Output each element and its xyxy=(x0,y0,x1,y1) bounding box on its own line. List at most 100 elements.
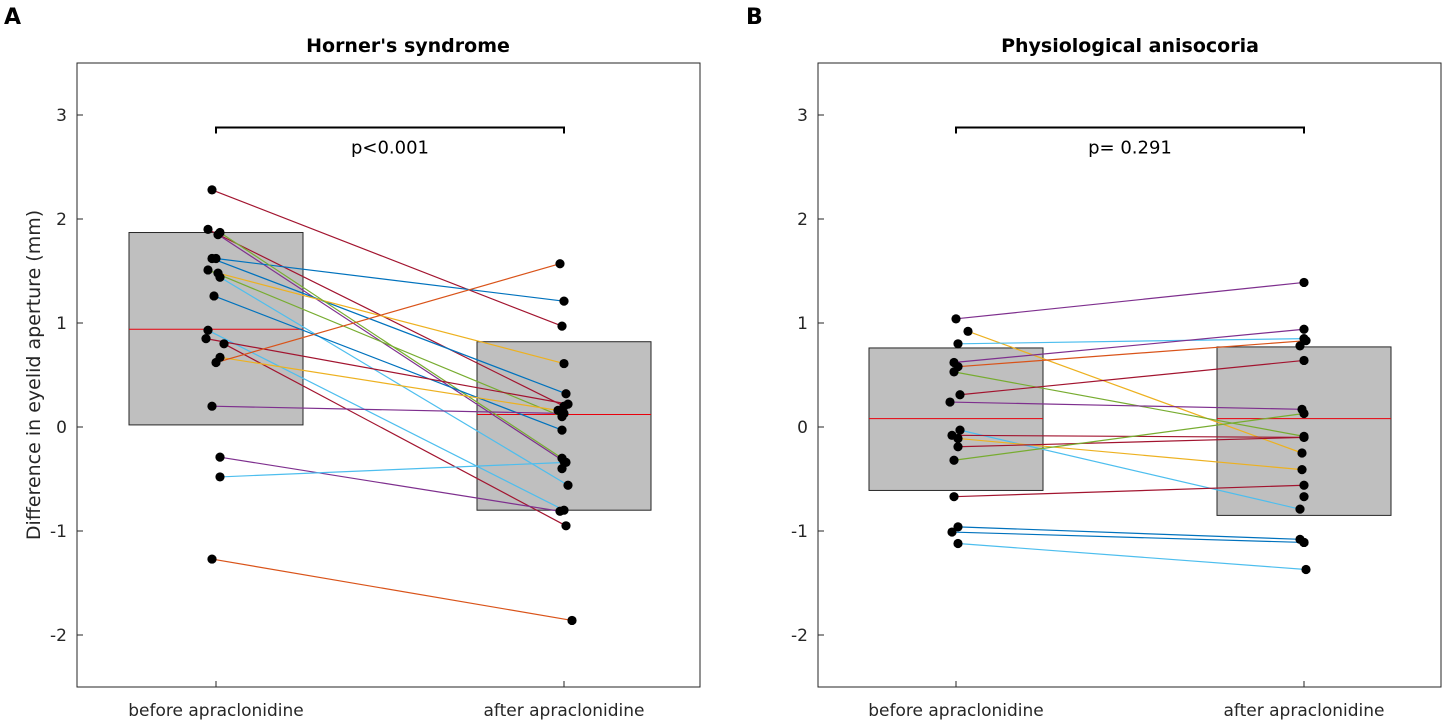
point-before xyxy=(203,325,213,335)
point-after xyxy=(563,399,573,409)
pair-line xyxy=(959,359,1305,396)
pair-line xyxy=(957,338,1305,345)
y-tick-label: -1 xyxy=(791,522,808,542)
point-after xyxy=(1299,480,1309,490)
point-before xyxy=(951,314,961,324)
pair-line xyxy=(211,189,563,327)
point-after xyxy=(1295,504,1305,514)
point-after xyxy=(557,425,567,435)
point-before xyxy=(207,253,217,264)
point-after xyxy=(557,321,567,331)
point-before xyxy=(963,326,973,336)
panel-label-b: B xyxy=(746,5,763,30)
significance-bracket xyxy=(955,126,1305,134)
x-tick-label: after apraclonidine xyxy=(1224,701,1385,720)
point-before xyxy=(953,442,963,452)
pair-line xyxy=(951,434,1305,438)
pair-line xyxy=(207,228,565,407)
point-before xyxy=(207,554,217,564)
point-before xyxy=(945,397,955,407)
point-before xyxy=(211,357,221,368)
point-after xyxy=(1299,408,1309,419)
point-after xyxy=(1297,448,1307,458)
point-before xyxy=(955,390,965,400)
pair-line xyxy=(957,526,1301,540)
point-after xyxy=(557,464,567,474)
pair-line xyxy=(967,330,1303,454)
point-after xyxy=(559,296,569,306)
point-after xyxy=(555,506,565,516)
point-before xyxy=(215,227,225,238)
y-tick-label: 1 xyxy=(797,314,808,334)
chart-title-a: Horner's syndrome xyxy=(306,35,510,57)
pair-line xyxy=(951,531,1305,544)
point-before xyxy=(215,272,225,282)
p-value-label: p<0.001 xyxy=(351,137,429,158)
point-before xyxy=(953,538,963,549)
y-tick-label: 3 xyxy=(797,106,808,126)
pair-line xyxy=(211,405,565,415)
point-before xyxy=(953,339,963,349)
point-after xyxy=(561,521,571,531)
y-tick-label: 0 xyxy=(797,418,808,438)
y-tick-label: -2 xyxy=(50,626,67,646)
p-value-label: p= 0.291 xyxy=(1088,137,1172,158)
panel-b: B Physiological anisocoria -2 -1 0 1 2 3 befor… xyxy=(746,5,1442,721)
pair-line xyxy=(957,542,1307,571)
point-after xyxy=(567,615,577,626)
box-after xyxy=(476,341,652,511)
pair-line xyxy=(217,272,565,365)
y-tick-label: 2 xyxy=(56,210,67,230)
point-after xyxy=(559,358,569,369)
pair-line xyxy=(215,257,565,302)
pair-line xyxy=(953,328,1305,364)
pair-line xyxy=(957,340,1307,368)
chart-title-b: Physiological anisocoria xyxy=(1001,35,1259,57)
pair-line xyxy=(223,343,567,527)
point-after xyxy=(1299,355,1309,366)
point-after xyxy=(1299,277,1309,288)
point-after xyxy=(559,408,569,419)
pair-line xyxy=(957,437,1303,471)
pair-line xyxy=(215,263,561,364)
x-tick-label: after apraclonidine xyxy=(484,701,645,720)
point-after xyxy=(1301,336,1311,346)
y-tick-label: 2 xyxy=(797,210,808,230)
pair-line xyxy=(219,232,563,459)
point-after xyxy=(555,259,565,269)
axes-frame xyxy=(76,62,701,688)
panel-a: A Horner's syndrome Difference in eyelid… xyxy=(4,5,701,721)
point-after xyxy=(1299,432,1309,442)
y-tick-label: 3 xyxy=(56,106,67,126)
point-after xyxy=(563,480,573,490)
pair-line xyxy=(219,356,559,411)
pair-line xyxy=(219,456,561,512)
pair-line xyxy=(217,234,565,462)
point-before xyxy=(219,339,229,349)
point-after xyxy=(561,389,571,399)
axes-frame xyxy=(817,62,1442,688)
pair-line xyxy=(205,338,569,405)
y-tick-label: -1 xyxy=(50,522,67,542)
significance-bracket xyxy=(215,126,565,134)
box-before xyxy=(128,232,304,426)
point-after xyxy=(1297,465,1307,475)
point-before xyxy=(201,334,211,344)
point-before xyxy=(215,452,225,462)
y-axis-label: Difference in eyelid aperture (mm) xyxy=(23,210,45,540)
point-before xyxy=(955,425,965,435)
pair-line xyxy=(953,484,1305,498)
point-after xyxy=(1299,492,1309,502)
pair-line xyxy=(955,281,1305,320)
point-before xyxy=(209,291,219,301)
point-after xyxy=(1299,537,1309,548)
point-before xyxy=(953,433,963,444)
point-before xyxy=(947,527,957,537)
point-after xyxy=(1295,341,1305,351)
pair-line xyxy=(211,257,567,395)
point-after xyxy=(1299,324,1309,334)
pair-line xyxy=(219,276,569,486)
x-tick-label: before apraclonidine xyxy=(128,701,303,720)
